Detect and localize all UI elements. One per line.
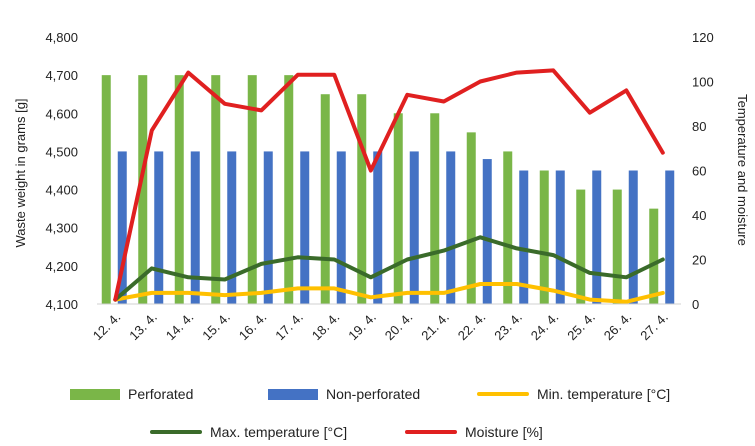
y2-tick-label: 60 xyxy=(692,164,706,179)
bar-perforated xyxy=(430,113,440,305)
bar-perforated xyxy=(539,170,549,304)
bar-non-perforated xyxy=(665,170,675,304)
y2-tick-label: 40 xyxy=(692,208,706,223)
x-tick-label: 14. 4. xyxy=(163,310,197,344)
y-axis-right: 0 20 40 60 80 100 120 xyxy=(692,30,714,312)
bar-perforated xyxy=(284,75,294,305)
legend: Perforated Non-perforated Min. temperature… xyxy=(70,386,670,440)
y2-tick-label: 80 xyxy=(692,119,706,134)
bar-non-perforated xyxy=(628,170,638,304)
bar-non-perforated xyxy=(409,151,419,304)
x-tick-label: 21. 4. xyxy=(418,310,452,344)
y2-tick-label: 100 xyxy=(692,75,714,90)
bar-non-perforated xyxy=(482,159,492,304)
bar-perforated xyxy=(247,75,257,305)
x-tick-label: 20. 4. xyxy=(382,310,416,344)
x-tick-label: 16. 4. xyxy=(236,310,270,344)
x-tick-label: 22. 4. xyxy=(455,310,489,344)
y-axis-left: 4,100 4,200 4,300 4,400 4,500 4,600 4,700 4,800 xyxy=(45,30,78,312)
bar-perforated xyxy=(466,132,476,304)
y2-axis-title: Temperature and moisture xyxy=(735,94,750,246)
x-tick-label: 26. 4. xyxy=(601,310,635,344)
y-tick-label: 4,200 xyxy=(45,259,78,274)
x-tick-label: 18. 4. xyxy=(309,310,343,344)
bar-perforated xyxy=(174,75,184,305)
x-tick-label: 27. 4. xyxy=(637,310,671,344)
x-tick-label: 13. 4. xyxy=(126,310,160,344)
bar-non-perforated xyxy=(373,151,383,304)
y-tick-label: 4,300 xyxy=(45,221,78,236)
y2-tick-label: 120 xyxy=(692,30,714,45)
y-tick-label: 4,800 xyxy=(45,30,78,45)
bar-non-perforated xyxy=(446,151,456,304)
bar-perforated xyxy=(357,94,367,304)
bar-non-perforated xyxy=(555,170,565,304)
bar-perforated xyxy=(576,189,586,304)
y-tick-label: 4,400 xyxy=(45,183,78,198)
bar-perforated xyxy=(101,75,111,305)
y-tick-label: 4,600 xyxy=(45,106,78,121)
y2-tick-label: 20 xyxy=(692,253,706,268)
y-tick-label: 4,100 xyxy=(45,297,78,312)
y-tick-label: 4,500 xyxy=(45,144,78,159)
x-tick-label: 15. 4. xyxy=(199,310,233,344)
legend-label-moisture: Moisture [%] xyxy=(465,424,543,440)
legend-label-non-perforated: Non-perforated xyxy=(326,386,420,402)
x-tick-label: 25. 4. xyxy=(564,310,598,344)
bar-perforated xyxy=(320,94,330,304)
x-tick-label: 12. 4. xyxy=(90,310,124,344)
bar-perforated xyxy=(612,189,622,304)
bar-non-perforated xyxy=(227,151,237,304)
bar-non-perforated xyxy=(592,170,602,304)
x-tick-label: 19. 4. xyxy=(345,310,379,344)
bar-perforated xyxy=(649,208,659,304)
bar-perforated xyxy=(503,151,513,304)
x-tick-label: 17. 4. xyxy=(272,310,306,344)
bar-non-perforated xyxy=(190,151,200,304)
legend-swatch-non-perforated xyxy=(268,389,318,400)
legend-label-max-temperature-c: Max. temperature [°C] xyxy=(210,424,347,440)
bar-perforated xyxy=(138,75,148,305)
x-tick-label: 23. 4. xyxy=(491,310,525,344)
bar-series-group xyxy=(101,75,675,305)
line-min-temperature-c xyxy=(113,282,665,304)
x-tick-label: 24. 4. xyxy=(528,310,562,344)
legend-swatch-perforated xyxy=(70,389,120,400)
bar-non-perforated xyxy=(117,151,127,304)
bar-non-perforated xyxy=(154,151,164,304)
line-series-group xyxy=(113,68,665,304)
y-axis-title: Waste weight in grams [g] xyxy=(13,98,28,247)
legend-label-perforated: Perforated xyxy=(128,386,193,402)
bar-non-perforated xyxy=(300,151,310,304)
bar-non-perforated xyxy=(519,170,529,304)
bar-non-perforated xyxy=(263,151,273,304)
bar-perforated xyxy=(211,75,221,305)
line-moisture xyxy=(113,68,665,302)
y-tick-label: 4,700 xyxy=(45,68,78,83)
legend-label-min-temperature-c: Min. temperature [°C] xyxy=(537,386,670,402)
x-axis: 12. 4. 13. 4. 14. 4. 15. 4. 16. 4. 17. 4. 18. … xyxy=(90,303,681,344)
y2-tick-label: 0 xyxy=(692,297,699,312)
line-max-temperature-c xyxy=(113,235,665,302)
bar-non-perforated xyxy=(336,151,346,304)
bar-perforated xyxy=(393,113,403,305)
